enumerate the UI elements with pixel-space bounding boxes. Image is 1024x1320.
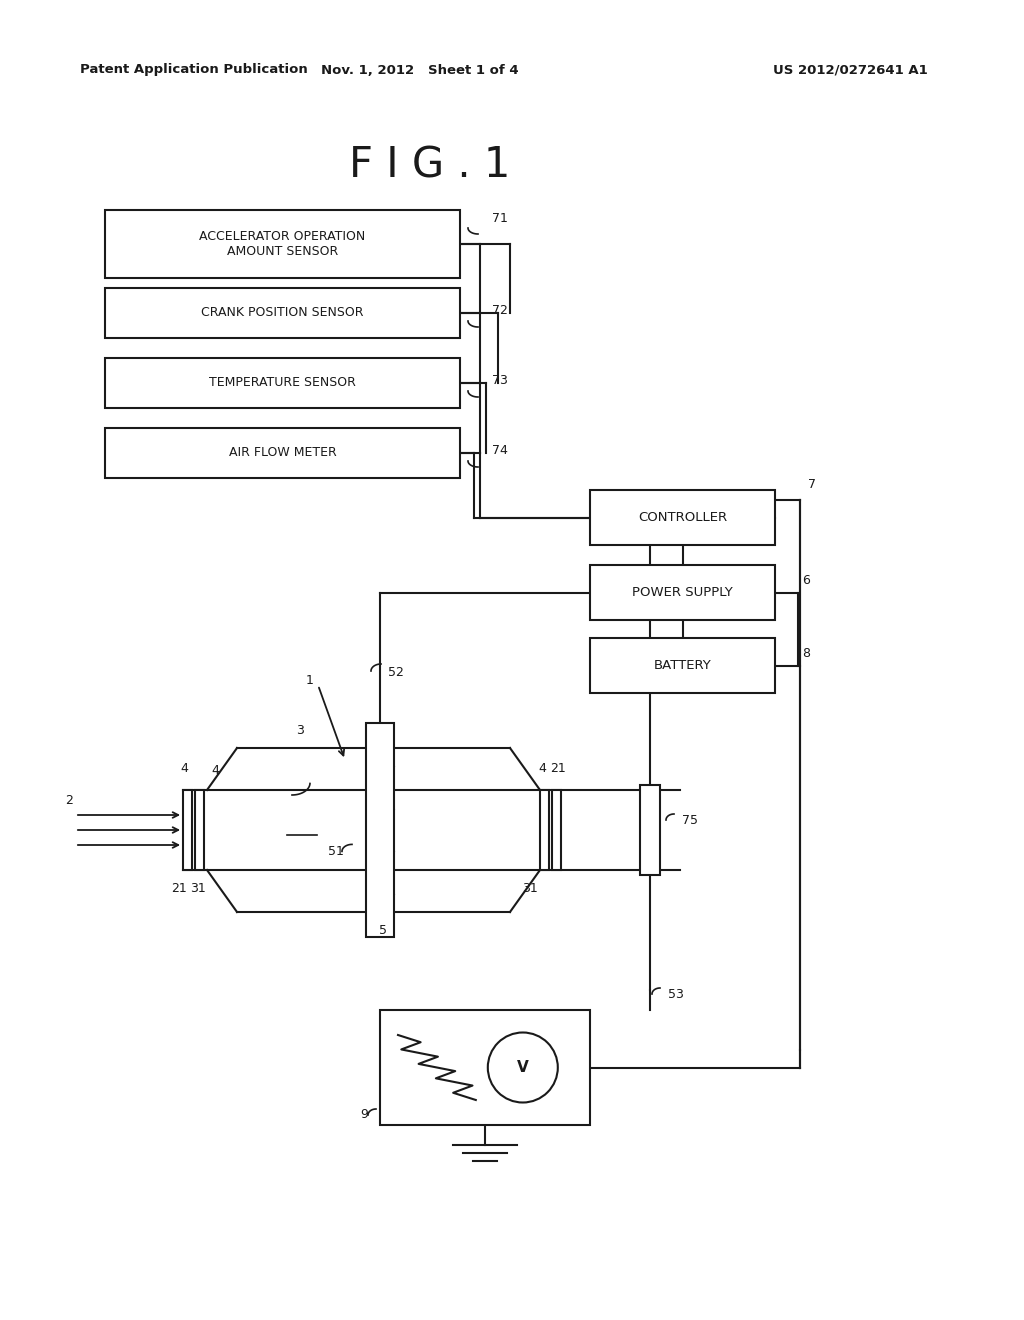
Bar bbox=[590, 490, 775, 545]
Text: 51: 51 bbox=[328, 845, 344, 858]
Bar bbox=[552, 789, 561, 870]
Text: 4: 4 bbox=[180, 762, 188, 775]
Bar bbox=[380, 1010, 590, 1125]
Text: 7: 7 bbox=[808, 479, 816, 491]
Bar bbox=[366, 723, 394, 937]
Text: 1: 1 bbox=[306, 673, 314, 686]
Text: AIR FLOW METER: AIR FLOW METER bbox=[228, 446, 336, 459]
Text: 74: 74 bbox=[492, 445, 508, 458]
Text: POWER SUPPLY: POWER SUPPLY bbox=[632, 586, 733, 599]
Bar bbox=[183, 789, 193, 870]
Text: 21: 21 bbox=[550, 762, 566, 775]
Text: V: V bbox=[517, 1060, 528, 1074]
Bar bbox=[540, 789, 549, 870]
Text: 3: 3 bbox=[296, 723, 304, 737]
Bar bbox=[590, 638, 775, 693]
Text: 73: 73 bbox=[492, 375, 508, 388]
Text: 52: 52 bbox=[388, 667, 403, 680]
Bar bbox=[105, 288, 460, 338]
Text: 31: 31 bbox=[522, 882, 538, 895]
Bar bbox=[105, 358, 460, 408]
Text: 31: 31 bbox=[190, 882, 206, 895]
Text: 72: 72 bbox=[492, 305, 508, 318]
Text: TEMPERATURE SENSOR: TEMPERATURE SENSOR bbox=[209, 376, 356, 389]
Text: ACCELERATOR OPERATION
AMOUNT SENSOR: ACCELERATOR OPERATION AMOUNT SENSOR bbox=[200, 230, 366, 257]
Bar bbox=[105, 428, 460, 478]
Text: 4: 4 bbox=[211, 763, 219, 776]
Text: 75: 75 bbox=[682, 813, 698, 826]
Bar bbox=[195, 789, 204, 870]
Circle shape bbox=[487, 1032, 558, 1102]
Bar bbox=[590, 565, 775, 620]
Text: 8: 8 bbox=[802, 647, 810, 660]
Text: 4: 4 bbox=[538, 762, 546, 775]
Text: 9: 9 bbox=[360, 1109, 368, 1122]
Text: 53: 53 bbox=[668, 989, 684, 1002]
Text: BATTERY: BATTERY bbox=[653, 659, 712, 672]
Text: Nov. 1, 2012   Sheet 1 of 4: Nov. 1, 2012 Sheet 1 of 4 bbox=[322, 63, 519, 77]
Text: 2: 2 bbox=[65, 793, 73, 807]
Text: 71: 71 bbox=[492, 211, 508, 224]
Text: Patent Application Publication: Patent Application Publication bbox=[80, 63, 308, 77]
Text: CRANK POSITION SENSOR: CRANK POSITION SENSOR bbox=[202, 306, 364, 319]
Text: 21: 21 bbox=[171, 882, 186, 895]
Text: US 2012/0272641 A1: US 2012/0272641 A1 bbox=[773, 63, 928, 77]
Bar bbox=[640, 785, 660, 875]
Bar bbox=[105, 210, 460, 279]
Text: 5: 5 bbox=[380, 924, 387, 936]
Text: F I G . 1: F I G . 1 bbox=[349, 144, 511, 186]
Text: CONTROLLER: CONTROLLER bbox=[638, 511, 727, 524]
Text: 6: 6 bbox=[802, 574, 810, 587]
